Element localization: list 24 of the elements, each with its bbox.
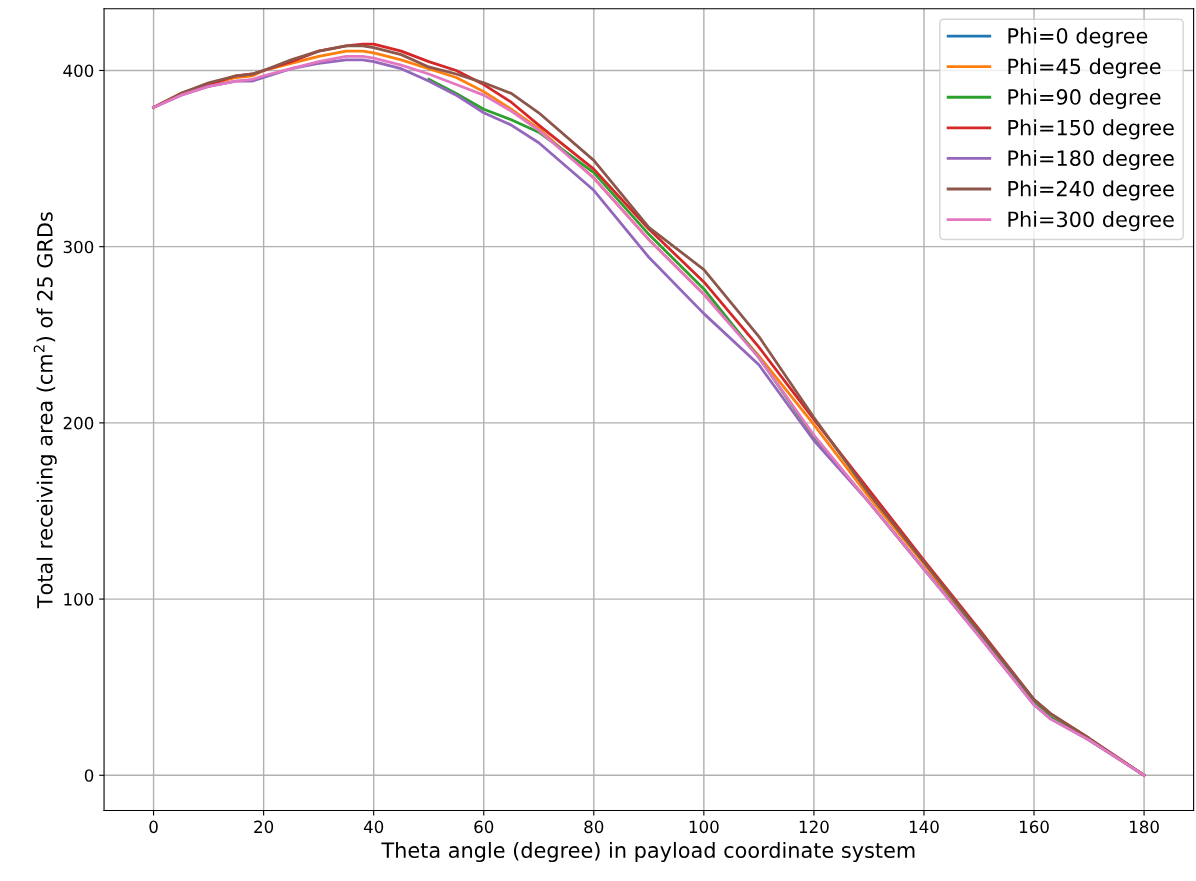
x-axis-title: Theta angle (degree) in payload coordinate system: [381, 841, 915, 863]
x-tick-label: 40: [363, 820, 384, 834]
legend-label: Phi=0 degree: [1008, 27, 1148, 48]
y-tick-label: 200: [63, 416, 94, 430]
x-tick-label: 100: [689, 820, 719, 834]
y-tick-label: 0: [84, 769, 94, 782]
x-tick-label: 0: [149, 820, 158, 834]
legend-label: Phi=90 degree: [1008, 88, 1161, 109]
x-tick-label: 120: [799, 820, 829, 834]
legend-label: Phi=240 degree: [1008, 180, 1174, 201]
x-tick-label: 160: [1019, 820, 1049, 834]
x-tick-label: 180: [1130, 820, 1159, 834]
legend-label: Phi=180 degree: [1008, 149, 1174, 171]
x-tick-label: 140: [909, 820, 939, 834]
x-tick-label: 60: [474, 820, 494, 834]
y-axis-title: Total receiving area (cm$^{2}$) of 25 GRDs: [33, 212, 57, 609]
legend-label: Phi=300 degree: [1008, 211, 1174, 232]
legend-label: Phi=45 degree: [1008, 58, 1161, 79]
legend-label: Phi=150 degree: [1008, 119, 1174, 140]
y-tick-label: 300: [63, 240, 94, 254]
x-tick-label: 20: [254, 820, 274, 834]
y-tick-label: 400: [63, 64, 94, 78]
x-tick-label: 80: [584, 820, 604, 834]
y-tick-label: 100: [64, 593, 94, 606]
